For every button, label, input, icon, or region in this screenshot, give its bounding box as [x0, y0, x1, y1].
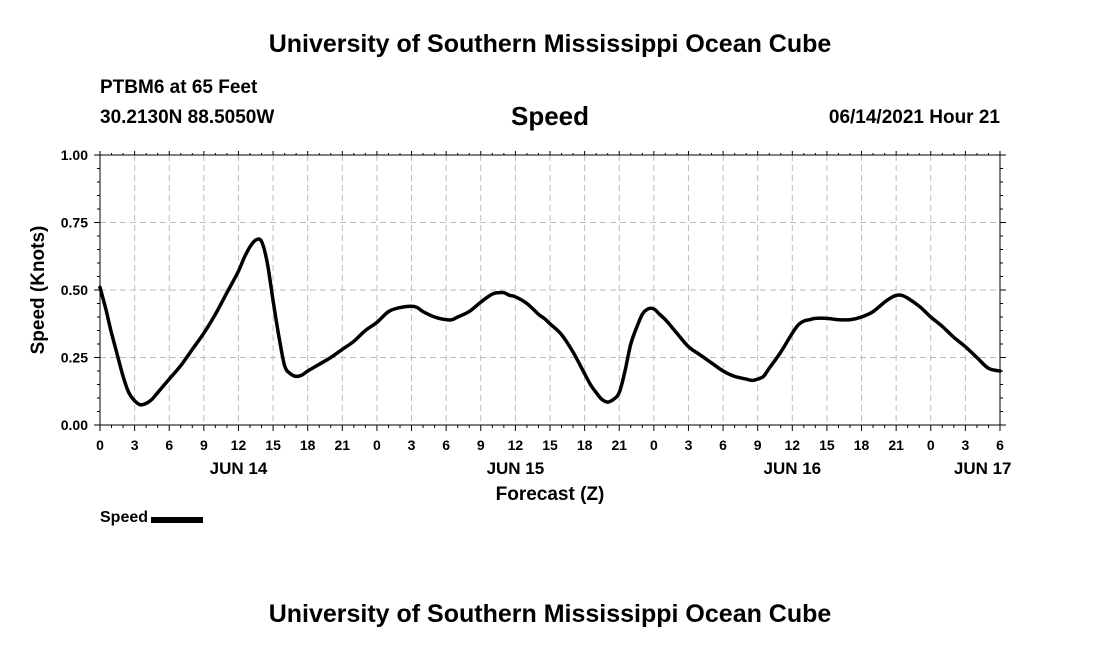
x-tick-label: 12 [231, 437, 247, 453]
y-tick-label: 0.75 [61, 215, 88, 231]
y-tick-label: 0.00 [61, 417, 88, 433]
x-day-label: JUN 14 [210, 459, 268, 478]
x-axis-label: Forecast (Z) [496, 484, 605, 505]
legend-swatch [151, 517, 204, 523]
legend-label: Speed [100, 509, 149, 526]
footer-title: University of Southern Mississippi Ocean… [268, 600, 832, 628]
x-tick-label: 21 [888, 437, 904, 453]
x-tick-label: 15 [542, 437, 558, 453]
x-tick-label: 9 [754, 437, 762, 453]
x-tick-label: 6 [165, 437, 173, 453]
y-tick-label: 1.00 [61, 147, 88, 163]
x-tick-label: 12 [785, 437, 801, 453]
x-tick-label: 9 [200, 437, 208, 453]
x-tick-label: 6 [719, 437, 727, 453]
x-tick-label: 12 [508, 437, 524, 453]
x-tick-label: 6 [996, 437, 1004, 453]
x-day-label: JUN 16 [763, 459, 821, 478]
x-tick-label: 3 [408, 437, 416, 453]
x-tick-label: 0 [927, 437, 935, 453]
forecast-datestamp: 06/14/2021 Hour 21 [828, 107, 1000, 128]
chart-title: Speed [510, 101, 590, 131]
x-tick-label: 0 [96, 437, 104, 453]
y-tick-label: 0.25 [61, 350, 88, 366]
legend: Speed [100, 509, 204, 527]
x-tick-label: 6 [442, 437, 450, 453]
station-label: PTBM6 at 65 Feet [100, 77, 258, 98]
x-tick-label: 3 [685, 437, 693, 453]
x-tick-label: 18 [854, 437, 870, 453]
x-tick-label: 9 [477, 437, 485, 453]
x-tick-label: 0 [650, 437, 658, 453]
x-tick-label: 15 [265, 437, 281, 453]
y-axis-label: Speed (Knots) [28, 226, 49, 355]
x-tick-label: 18 [300, 437, 316, 453]
speed-series-line [98, 237, 1002, 407]
x-day-label: JUN 17 [954, 459, 1012, 478]
x-tick-label: 15 [819, 437, 835, 453]
y-tick-label: 0.50 [61, 282, 88, 298]
x-tick-label: 21 [611, 437, 627, 453]
page-title: University of Southern Mississippi Ocean… [268, 30, 832, 58]
x-tick-label: 3 [131, 437, 139, 453]
x-tick-label: 0 [373, 437, 381, 453]
x-tick-label: 3 [961, 437, 969, 453]
x-tick-label: 21 [335, 437, 351, 453]
x-day-label: JUN 15 [487, 459, 545, 478]
station-coordinates: 30.2130N 88.5050W [100, 107, 275, 128]
x-tick-label: 18 [577, 437, 593, 453]
